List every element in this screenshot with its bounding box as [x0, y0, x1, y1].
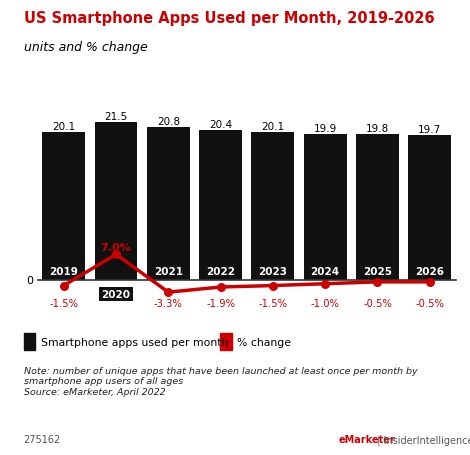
Text: 2019: 2019 [49, 267, 78, 277]
Bar [220, 334, 232, 350]
Text: eMarketer: eMarketer [338, 435, 395, 445]
Text: units and % change: units and % change [24, 41, 147, 54]
Text: 20.8: 20.8 [157, 116, 180, 126]
Text: 19.7: 19.7 [418, 125, 441, 135]
Text: 2020: 2020 [102, 289, 131, 299]
Text: -3.3%: -3.3% [154, 299, 183, 309]
Point [164, 289, 172, 296]
Text: 275162: 275162 [24, 435, 61, 445]
Text: -1.0%: -1.0% [311, 299, 340, 309]
Text: 19.8: 19.8 [366, 124, 389, 134]
Point [374, 278, 381, 286]
Text: US Smartphone Apps Used per Month, 2019-2026: US Smartphone Apps Used per Month, 2019-… [24, 11, 434, 26]
Bar [408, 136, 451, 280]
Bar [251, 133, 294, 280]
Text: % change: % change [237, 337, 291, 347]
Bar [304, 134, 346, 280]
Text: | InsiderIntelligence.com: | InsiderIntelligence.com [374, 435, 470, 445]
Text: 21.5: 21.5 [104, 111, 128, 121]
Text: 20.1: 20.1 [261, 122, 284, 132]
Text: Smartphone apps used per month: Smartphone apps used per month [40, 337, 228, 347]
Text: 20.4: 20.4 [209, 120, 232, 130]
Text: 20.1: 20.1 [52, 122, 75, 132]
Point [217, 284, 224, 291]
Text: 19.9: 19.9 [313, 123, 337, 133]
Point [112, 251, 120, 258]
Text: -0.5%: -0.5% [415, 299, 444, 309]
Text: 7.0%: 7.0% [101, 242, 132, 252]
Bar [94, 123, 137, 280]
Point [321, 280, 329, 288]
Text: -1.9%: -1.9% [206, 299, 235, 309]
Text: 2025: 2025 [363, 267, 392, 277]
Bar [356, 135, 399, 280]
Text: Note: number of unique apps that have been launched at least once per month by
s: Note: number of unique apps that have be… [24, 366, 417, 396]
Bar [147, 128, 190, 280]
Text: -1.5%: -1.5% [258, 299, 287, 309]
Text: 2021: 2021 [154, 267, 183, 277]
Point [60, 282, 68, 289]
Text: 2026: 2026 [415, 267, 444, 277]
Bar [24, 334, 35, 350]
Text: 0: 0 [26, 275, 33, 285]
Bar [199, 131, 242, 280]
Text: -1.5%: -1.5% [49, 299, 78, 309]
Text: 2023: 2023 [258, 267, 287, 277]
Point [426, 278, 433, 286]
Text: -0.5%: -0.5% [363, 299, 392, 309]
Bar [42, 133, 85, 280]
Point [269, 282, 277, 289]
Text: 2022: 2022 [206, 267, 235, 277]
Text: 2024: 2024 [311, 267, 340, 277]
